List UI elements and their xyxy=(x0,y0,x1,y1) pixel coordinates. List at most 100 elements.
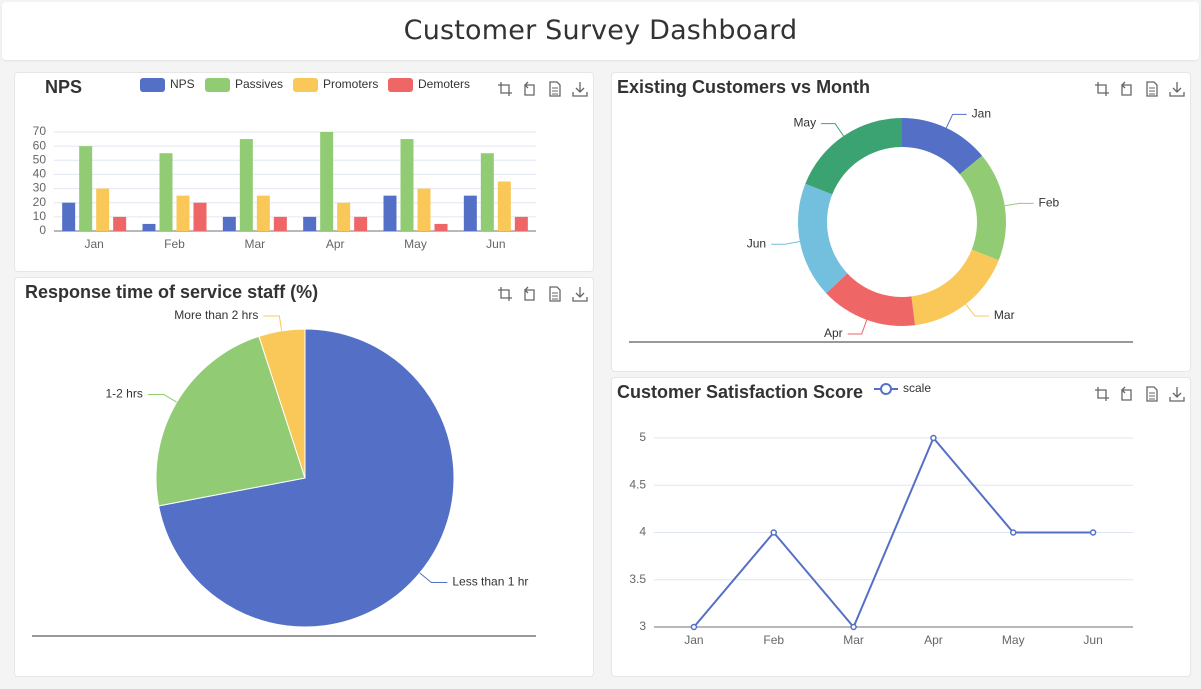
download-icon[interactable] xyxy=(1169,81,1185,97)
data-view-icon[interactable] xyxy=(1144,81,1160,97)
x-tick-label: Apr xyxy=(924,633,943,647)
csat-line-chart: scale 3 3.5 4 4.5 5 Jan Feb Mar Apr May Jun xyxy=(629,381,1133,647)
label-line xyxy=(263,315,283,331)
existing-toolbox xyxy=(1094,81,1185,97)
nps-panel: NPS NPS Passives Promoters Demoters 0 10 20 30 4… xyxy=(14,72,594,272)
slice-label: Jan xyxy=(972,106,991,120)
download-icon[interactable] xyxy=(572,81,588,97)
x-tick-label: Apr xyxy=(326,237,345,251)
bar-promoters-apr[interactable] xyxy=(337,202,351,231)
restore-icon[interactable] xyxy=(1119,386,1135,402)
slice-mar[interactable] xyxy=(911,249,999,326)
y-tick-label: 70 xyxy=(33,124,47,138)
bar-nps-jan[interactable] xyxy=(62,202,76,231)
y-tick-label: 50 xyxy=(33,152,47,166)
restore-icon[interactable] xyxy=(522,286,538,302)
slice-less-than-1-hr[interactable] xyxy=(158,328,455,628)
legend-label: Demoters xyxy=(418,77,470,91)
existing-donut-chart: Jan Feb Mar Apr Jun May xyxy=(629,106,1133,343)
bar-passives-feb[interactable] xyxy=(159,153,173,231)
response-pie-chart: Less than 1 hr 1-2 hrs More than 2 hrs xyxy=(32,308,536,637)
y-tick-label: 4.5 xyxy=(629,477,646,491)
page-title: Customer Survey Dashboard xyxy=(403,15,798,46)
bar-demoters-feb[interactable] xyxy=(193,202,207,231)
restore-icon[interactable] xyxy=(1119,81,1135,97)
point-apr[interactable] xyxy=(930,434,937,442)
slice-more-than-2-hrs[interactable] xyxy=(258,328,306,479)
bar-passives-apr[interactable] xyxy=(320,132,334,231)
bar-nps-apr[interactable] xyxy=(303,216,317,231)
slice-label: Jun xyxy=(747,236,766,250)
y-tick-label: 30 xyxy=(33,181,47,195)
point-jun[interactable] xyxy=(1089,529,1097,536)
dashboard-header: Customer Survey Dashboard xyxy=(2,2,1199,60)
bar-demoters-apr[interactable] xyxy=(354,216,368,231)
bar-promoters-feb[interactable] xyxy=(176,195,190,231)
bar-demoters-may[interactable] xyxy=(434,223,448,231)
x-tick-label: Jan xyxy=(684,633,703,647)
point-jan[interactable] xyxy=(690,623,698,631)
existing-customers-panel: Existing Customers vs Month Jan Feb Mar Apr… xyxy=(611,72,1191,372)
slice-may[interactable] xyxy=(805,118,902,195)
slice-label: 1-2 hrs xyxy=(105,387,142,401)
bar-passives-jan[interactable] xyxy=(79,146,93,231)
slice-jan[interactable] xyxy=(902,118,983,175)
existing-title: Existing Customers vs Month xyxy=(617,77,871,97)
slice-label: Apr xyxy=(824,326,843,340)
slice-jun[interactable] xyxy=(798,183,848,294)
restore-icon[interactable] xyxy=(522,81,538,97)
nps-toolbox xyxy=(497,81,588,97)
response-time-panel: Response time of service staff (%) Less … xyxy=(14,277,594,677)
csat-panel: Customer Satisfaction Score scale 3 3.5 4 4.… xyxy=(611,377,1191,677)
response-toolbox xyxy=(497,286,588,302)
slice-feb[interactable] xyxy=(959,155,1006,261)
bar-passives-jun[interactable] xyxy=(480,153,494,231)
zoom-icon[interactable] xyxy=(497,286,513,302)
download-icon[interactable] xyxy=(572,286,588,302)
series-line-scale xyxy=(693,436,1094,629)
bar-nps-feb[interactable] xyxy=(142,223,156,231)
download-icon[interactable] xyxy=(1169,386,1185,402)
data-view-icon[interactable] xyxy=(1144,386,1160,402)
csat-title: Customer Satisfaction Score xyxy=(617,382,864,402)
bar-nps-jun[interactable] xyxy=(463,195,477,231)
bar-nps-mar[interactable] xyxy=(222,216,236,231)
y-tick-label: 4 xyxy=(639,525,646,539)
point-feb[interactable] xyxy=(770,529,777,536)
bar-passives-may[interactable] xyxy=(400,139,414,231)
legend-swatch[interactable] xyxy=(205,78,230,92)
nps-title: NPS xyxy=(45,77,83,97)
label-line xyxy=(847,319,868,335)
bar-promoters-jan[interactable] xyxy=(96,188,110,231)
point-may[interactable] xyxy=(1010,529,1017,536)
nps-bar-chart: NPS Passives Promoters Demoters 010203040506… xyxy=(33,77,536,251)
legend-swatch[interactable] xyxy=(140,78,165,92)
x-tick-label: Mar xyxy=(244,237,265,251)
legend-swatch[interactable] xyxy=(388,78,413,92)
x-tick-label: Jun xyxy=(486,237,505,251)
data-view-icon[interactable] xyxy=(547,286,563,302)
zoom-icon[interactable] xyxy=(1094,81,1110,97)
bar-passives-mar[interactable] xyxy=(239,139,253,231)
x-tick-label: Feb xyxy=(763,633,784,647)
legend-label: Promoters xyxy=(323,77,378,91)
y-tick-label: 3.5 xyxy=(629,572,646,586)
x-tick-label: Mar xyxy=(843,633,864,647)
zoom-icon[interactable] xyxy=(497,81,513,97)
zoom-icon[interactable] xyxy=(1094,386,1110,402)
bar-nps-may[interactable] xyxy=(383,195,397,231)
bar-demoters-jun[interactable] xyxy=(514,216,528,231)
bar-demoters-mar[interactable] xyxy=(273,216,287,231)
legend-swatch[interactable] xyxy=(293,78,318,92)
y-tick-label: 60 xyxy=(33,138,47,152)
slice-apr[interactable] xyxy=(826,273,916,326)
bar-promoters-jun[interactable] xyxy=(497,181,511,232)
bar-demoters-jan[interactable] xyxy=(113,216,127,231)
bar-promoters-may[interactable] xyxy=(417,188,431,231)
legend-label: scale xyxy=(903,381,931,395)
point-mar[interactable] xyxy=(850,623,857,631)
label-line xyxy=(1004,202,1034,207)
bar-promoters-mar[interactable] xyxy=(256,195,270,231)
data-view-icon[interactable] xyxy=(547,81,563,97)
legend-marker[interactable] xyxy=(880,383,892,395)
